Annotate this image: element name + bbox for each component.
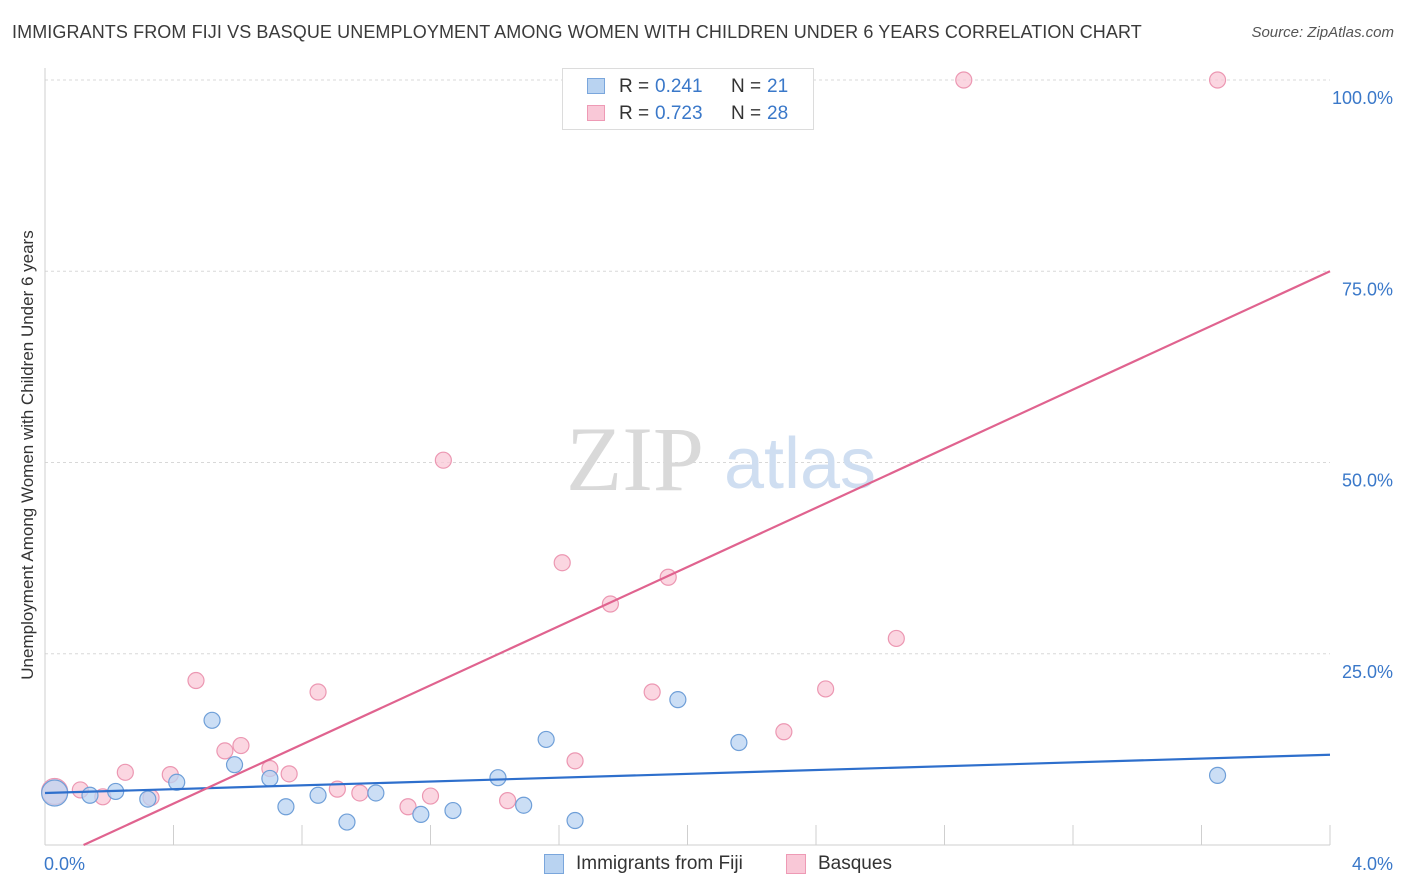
basque-point [566, 752, 584, 770]
fiji-point [444, 801, 462, 820]
basque-point [309, 683, 327, 701]
basque-point [216, 742, 234, 760]
watermark-atlas: atlas [724, 424, 876, 504]
x-tick-label: 0.0% [44, 854, 85, 874]
basque-point [775, 723, 793, 741]
stats-n-value: 28 [767, 103, 789, 124]
y-tick-label: 75.0% [1342, 279, 1393, 299]
basque-point [955, 71, 973, 89]
fiji-point [489, 769, 507, 787]
chart-source: Source: ZipAtlas.com [1251, 24, 1394, 41]
basque-point [187, 671, 205, 690]
stats-r-value: 0.723 [655, 103, 703, 124]
basque-point [643, 683, 661, 701]
trendline-basques [83, 270, 1331, 846]
basque-point [1208, 71, 1227, 89]
basque-point [421, 787, 440, 805]
legend-swatch-basques [786, 854, 806, 874]
basque-point [399, 798, 417, 816]
stats-box: R = 0.241 N = 21 R = 0.723 N = 28 [562, 68, 814, 130]
trend-layer [44, 270, 1331, 846]
y-tick-label: 25.0% [1342, 662, 1393, 682]
y-tick-label: 50.0% [1342, 471, 1393, 491]
watermark-zip: ZIP [566, 408, 704, 510]
fiji-point [412, 805, 430, 824]
fiji-point [139, 790, 157, 808]
fiji-point [669, 691, 687, 709]
axis-layer [44, 68, 1331, 846]
basque-point [499, 792, 517, 810]
basque-point [232, 736, 250, 755]
fiji-point [367, 784, 385, 802]
stats-r-label: R = [619, 76, 650, 97]
basque-point [553, 554, 571, 572]
trendline-fiji [44, 753, 1331, 795]
basque-point [887, 629, 905, 648]
fiji-point [203, 711, 221, 729]
legend-label-fiji: Immigrants from Fiji [576, 853, 743, 874]
watermark: ZIP atlas [566, 408, 876, 510]
chart-title: IMMIGRANTS FROM FIJI VS BASQUE UNEMPLOYM… [12, 22, 1142, 42]
basque-point [116, 763, 134, 781]
fiji-point [1208, 766, 1227, 784]
fiji-point [515, 796, 533, 814]
fiji-point [537, 730, 555, 749]
fiji-point [81, 786, 99, 804]
legend-item-fiji[interactable]: Immigrants from Fiji [544, 852, 743, 876]
legend-swatch-fiji [544, 854, 564, 874]
x-tick-label: 4.0% [1352, 854, 1393, 874]
tick-label-layer: 25.0% 50.0% 75.0% 100.0% 0.0% 4.0% [44, 88, 1393, 874]
fiji-point [261, 769, 279, 788]
fiji-point [566, 811, 584, 830]
stats-r-label: R = [619, 103, 650, 124]
fiji-point [277, 798, 295, 816]
legend-label-basques: Basques [818, 853, 892, 874]
stats-swatch-fiji [587, 78, 605, 94]
basque-point [280, 765, 298, 783]
basque-point [817, 680, 835, 698]
fiji-point [168, 773, 186, 791]
legend-item-basques[interactable]: Basques [786, 852, 892, 876]
y-axis-label: Unemployment Among Women with Children U… [18, 230, 37, 680]
stats-swatch-basques [587, 105, 605, 121]
stats-n-label: N = [731, 103, 762, 124]
fiji-point [730, 733, 748, 752]
y-tick-label: 100.0% [1332, 88, 1393, 108]
fiji-point [309, 786, 327, 804]
stats-r-value: 0.241 [655, 76, 703, 97]
fiji-point [338, 813, 356, 831]
basque-point [351, 784, 369, 802]
stats-n-value: 21 [767, 76, 789, 97]
stats-n-label: N = [731, 76, 762, 97]
fiji-point [225, 756, 244, 774]
basque-point [434, 451, 452, 469]
legend: Immigrants from Fiji Basques [0, 852, 1406, 876]
